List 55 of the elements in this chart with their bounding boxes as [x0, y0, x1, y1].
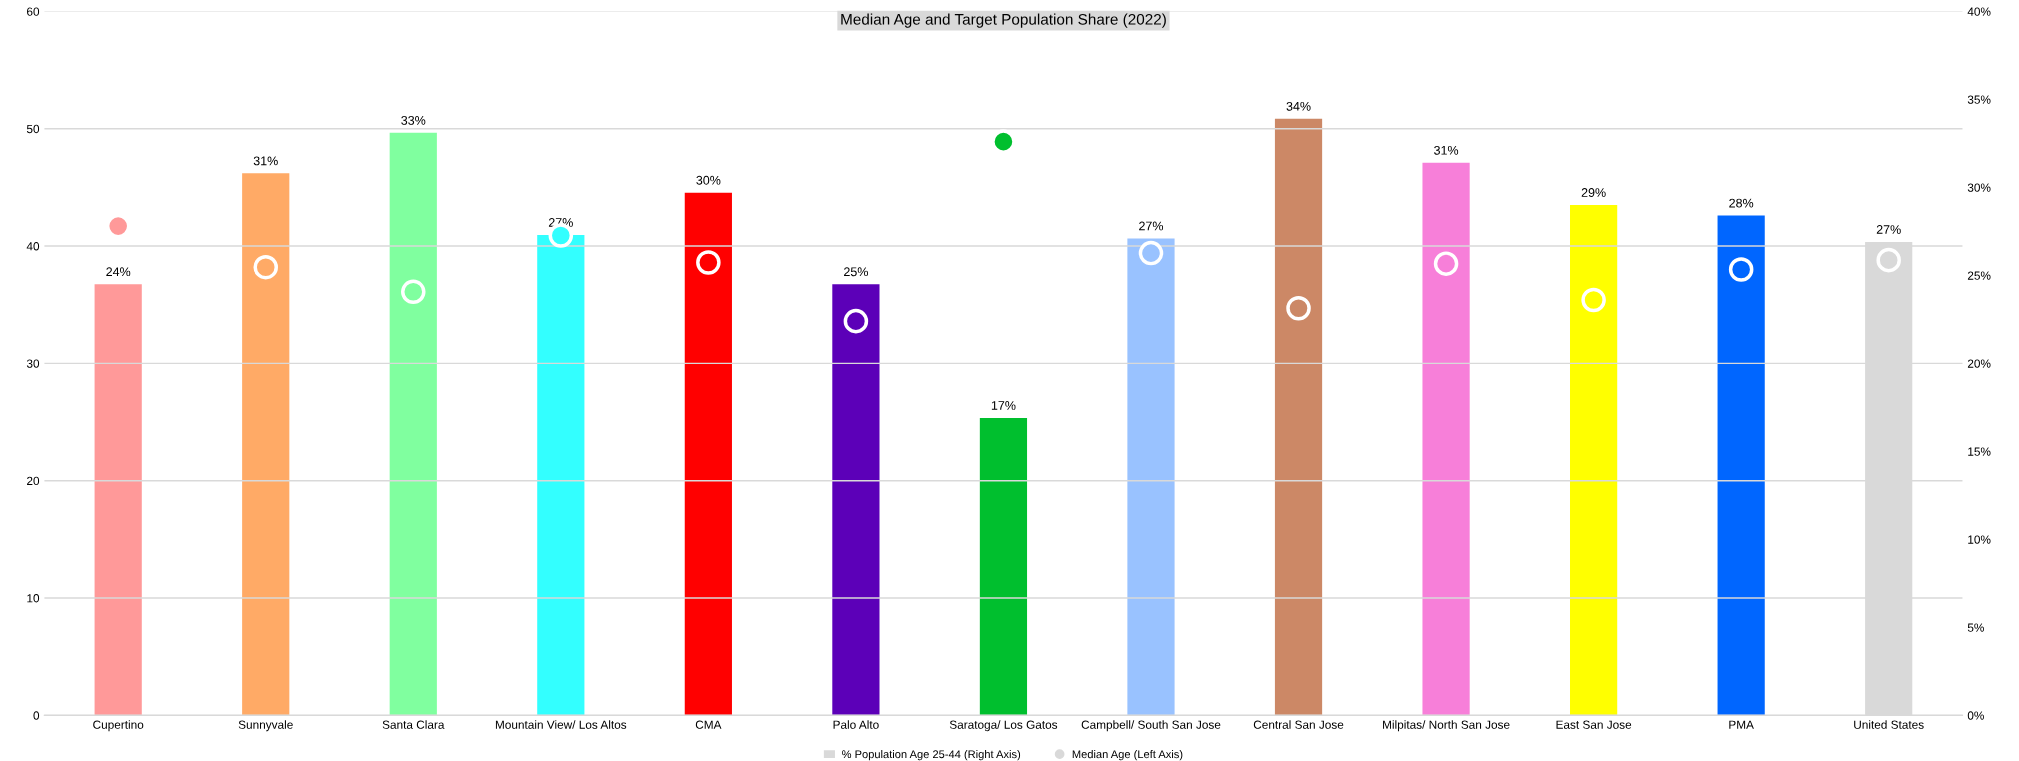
- legend-label: % Population Age 25-44 (Right Axis): [842, 749, 1021, 761]
- data-label: 25%: [844, 267, 868, 277]
- x-tick-label: Cupertino: [93, 720, 144, 732]
- y2-tick-label: 10%: [1968, 535, 1991, 544]
- bar: [1570, 204, 1618, 716]
- y-tick-label: 0: [33, 711, 40, 720]
- x-tick-label: Campbell/ South San Jose: [1081, 720, 1221, 732]
- data-label: 27%: [1139, 221, 1164, 231]
- y-tick-label: 60: [27, 7, 40, 16]
- y-tick-label: 10: [27, 594, 40, 603]
- y-tick-label: 40: [26, 242, 40, 251]
- x-tick-label: Mountain View/ Los Altos: [495, 720, 627, 729]
- data-label: 28%: [1729, 198, 1754, 208]
- x-tick-label: Santa Clara: [382, 720, 445, 729]
- y2-tick-label: 30%: [1967, 183, 1991, 192]
- x-tick-label: East San Jose: [1556, 720, 1632, 729]
- y2-tick-label: 15%: [1968, 447, 1991, 456]
- chart-title: Median Age and Target Population Share (2022): [841, 13, 1166, 28]
- data-label: 29%: [1581, 188, 1606, 197]
- bar: [1127, 238, 1175, 716]
- bar: [832, 284, 880, 716]
- y2-tick-label: 40%: [1967, 7, 1991, 16]
- y-tick-label: 30: [26, 359, 40, 368]
- y2-tick-label: 5%: [1967, 623, 1984, 632]
- bar: [94, 284, 142, 716]
- data-label: 33%: [401, 115, 426, 125]
- data-label: 31%: [253, 156, 278, 166]
- bar: [1274, 118, 1323, 716]
- data-label: 30%: [696, 175, 721, 185]
- data-label: 24%: [106, 267, 131, 277]
- bar: [1422, 162, 1470, 716]
- x-tick-label: Central San Jose: [1253, 720, 1344, 729]
- bar: [979, 417, 1028, 716]
- x-tick-label: United States: [1854, 720, 1924, 729]
- x-tick-label: PMA: [1729, 720, 1754, 729]
- x-tick-label: CMA: [695, 720, 722, 729]
- x-tick-label: Palo Alto: [833, 720, 879, 729]
- data-label: 34%: [1286, 101, 1311, 111]
- bar: [389, 132, 437, 716]
- y2-tick-label: 25%: [1967, 271, 1991, 280]
- data-label: 31%: [1434, 145, 1459, 155]
- bar: [684, 192, 732, 716]
- x-tick-label: Milpitas/ North San Jose: [1383, 720, 1510, 732]
- y2-tick-label: 20%: [1967, 359, 1991, 368]
- y2-tick-label: 0%: [1967, 711, 1984, 720]
- bar: [242, 173, 290, 716]
- x-tick-label: Saratoga/ Los Gatos: [949, 720, 1058, 732]
- y2-tick-label: 35%: [1967, 95, 1991, 104]
- legend-label: Median Age (Left Axis): [1072, 749, 1183, 761]
- y-tick-label: 50: [26, 124, 40, 134]
- y-tick-label: 20: [27, 476, 40, 486]
- bar: [1717, 215, 1765, 716]
- data-label: 27%: [1876, 225, 1901, 234]
- data-label: 17%: [991, 401, 1016, 410]
- x-tick-label: Sunnyvale: [238, 720, 293, 732]
